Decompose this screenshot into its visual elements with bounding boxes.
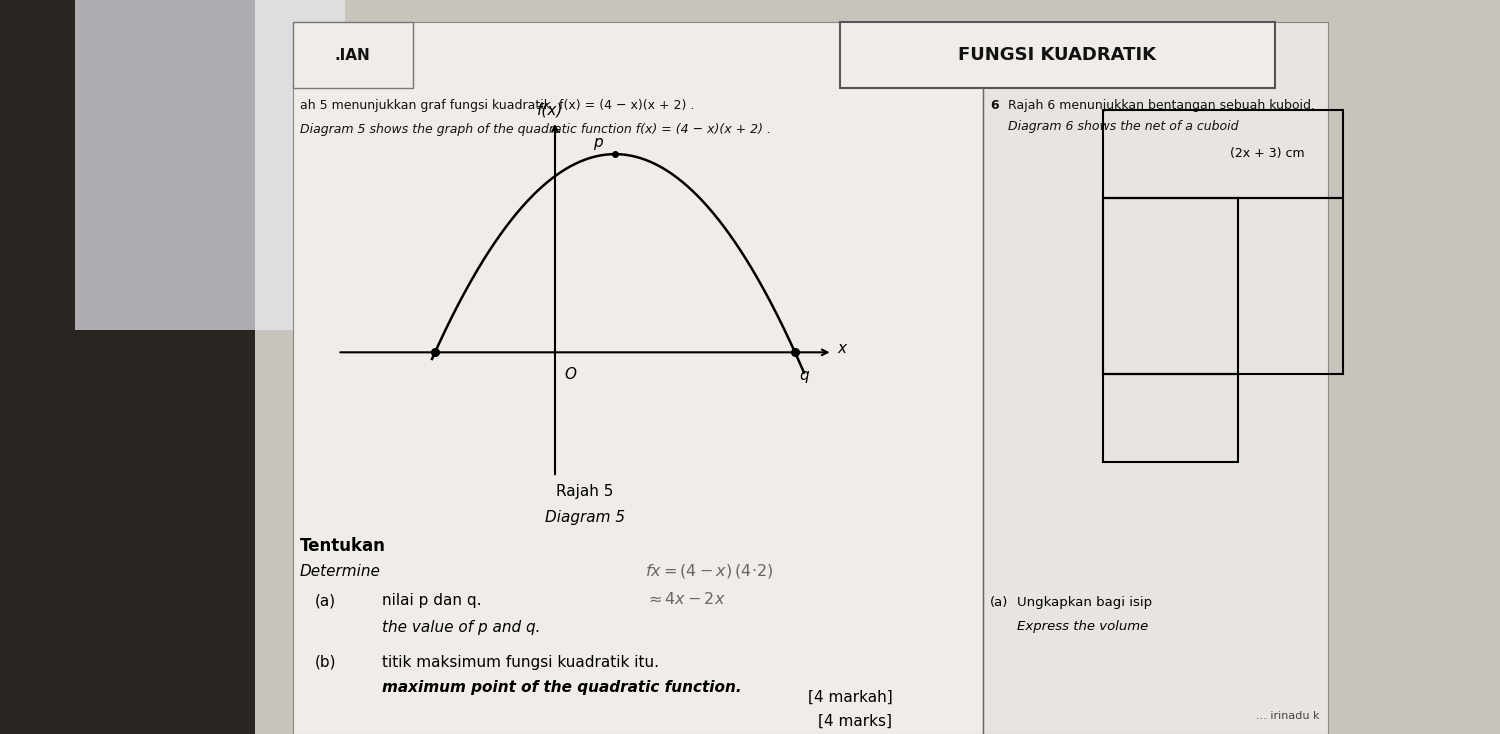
Text: .IAN: .IAN	[334, 48, 370, 62]
Bar	[840, 22, 1275, 88]
Text: p: p	[594, 136, 603, 150]
Bar	[1102, 374, 1238, 462]
Bar	[1102, 198, 1342, 374]
Bar	[75, 0, 345, 330]
Text: q: q	[800, 368, 808, 383]
Bar	[292, 22, 982, 734]
Text: $fx = (4-x)\,(4\!\cdot\!2)$: $fx = (4-x)\,(4\!\cdot\!2)$	[645, 562, 774, 580]
Text: (2x + 3) cm: (2x + 3) cm	[1230, 147, 1305, 160]
Text: Diagram 5 shows the graph of the quadratic function f(x) = (4 − x)(x + 2) .: Diagram 5 shows the graph of the quadrat…	[300, 123, 771, 136]
Bar	[292, 22, 412, 88]
Text: FUNGSI KUADRATIK: FUNGSI KUADRATIK	[958, 46, 1156, 64]
Text: Diagram 6 shows the net of a cuboid: Diagram 6 shows the net of a cuboid	[1008, 120, 1239, 134]
Text: Express the volume: Express the volume	[1017, 620, 1149, 633]
Text: Ungkapkan bagi isip: Ungkapkan bagi isip	[1017, 596, 1152, 609]
Text: Rajah 6 menunjukkan bentangan sebuah kuboid.: Rajah 6 menunjukkan bentangan sebuah kub…	[1008, 99, 1316, 112]
Text: the value of p and q.: the value of p and q.	[382, 620, 542, 635]
Bar	[982, 22, 1328, 734]
Text: f(x): f(x)	[537, 103, 564, 117]
Text: Rajah 5: Rajah 5	[556, 484, 614, 499]
Bar	[1102, 198, 1238, 374]
Text: (a): (a)	[990, 596, 1008, 609]
Text: [4 markah]: [4 markah]	[807, 690, 892, 705]
Text: nilai p dan q.: nilai p dan q.	[382, 593, 482, 608]
Text: 6: 6	[990, 99, 999, 112]
Text: titik maksimum fungsi kuadratik itu.: titik maksimum fungsi kuadratik itu.	[382, 655, 660, 669]
Text: $\approx 4x - 2x$: $\approx 4x - 2x$	[645, 591, 726, 608]
Bar	[0, 0, 255, 734]
Text: Determine: Determine	[300, 564, 381, 578]
Text: (a): (a)	[315, 593, 336, 608]
Text: ... irinadu k: ... irinadu k	[1257, 711, 1320, 721]
Text: [4 marks]: [4 marks]	[819, 714, 892, 729]
Text: maximum point of the quadratic function.: maximum point of the quadratic function.	[382, 680, 742, 695]
Text: ah 5 menunjukkan graf fungsi kuadratik  f(x) = (4 − x)(x + 2) .: ah 5 menunjukkan graf fungsi kuadratik f…	[300, 99, 694, 112]
Text: Tentukan: Tentukan	[300, 537, 386, 556]
Text: Diagram 5: Diagram 5	[544, 510, 626, 525]
Text: O: O	[564, 367, 576, 382]
Text: (b): (b)	[315, 655, 336, 669]
Bar	[1102, 110, 1342, 198]
Text: x: x	[837, 341, 846, 356]
